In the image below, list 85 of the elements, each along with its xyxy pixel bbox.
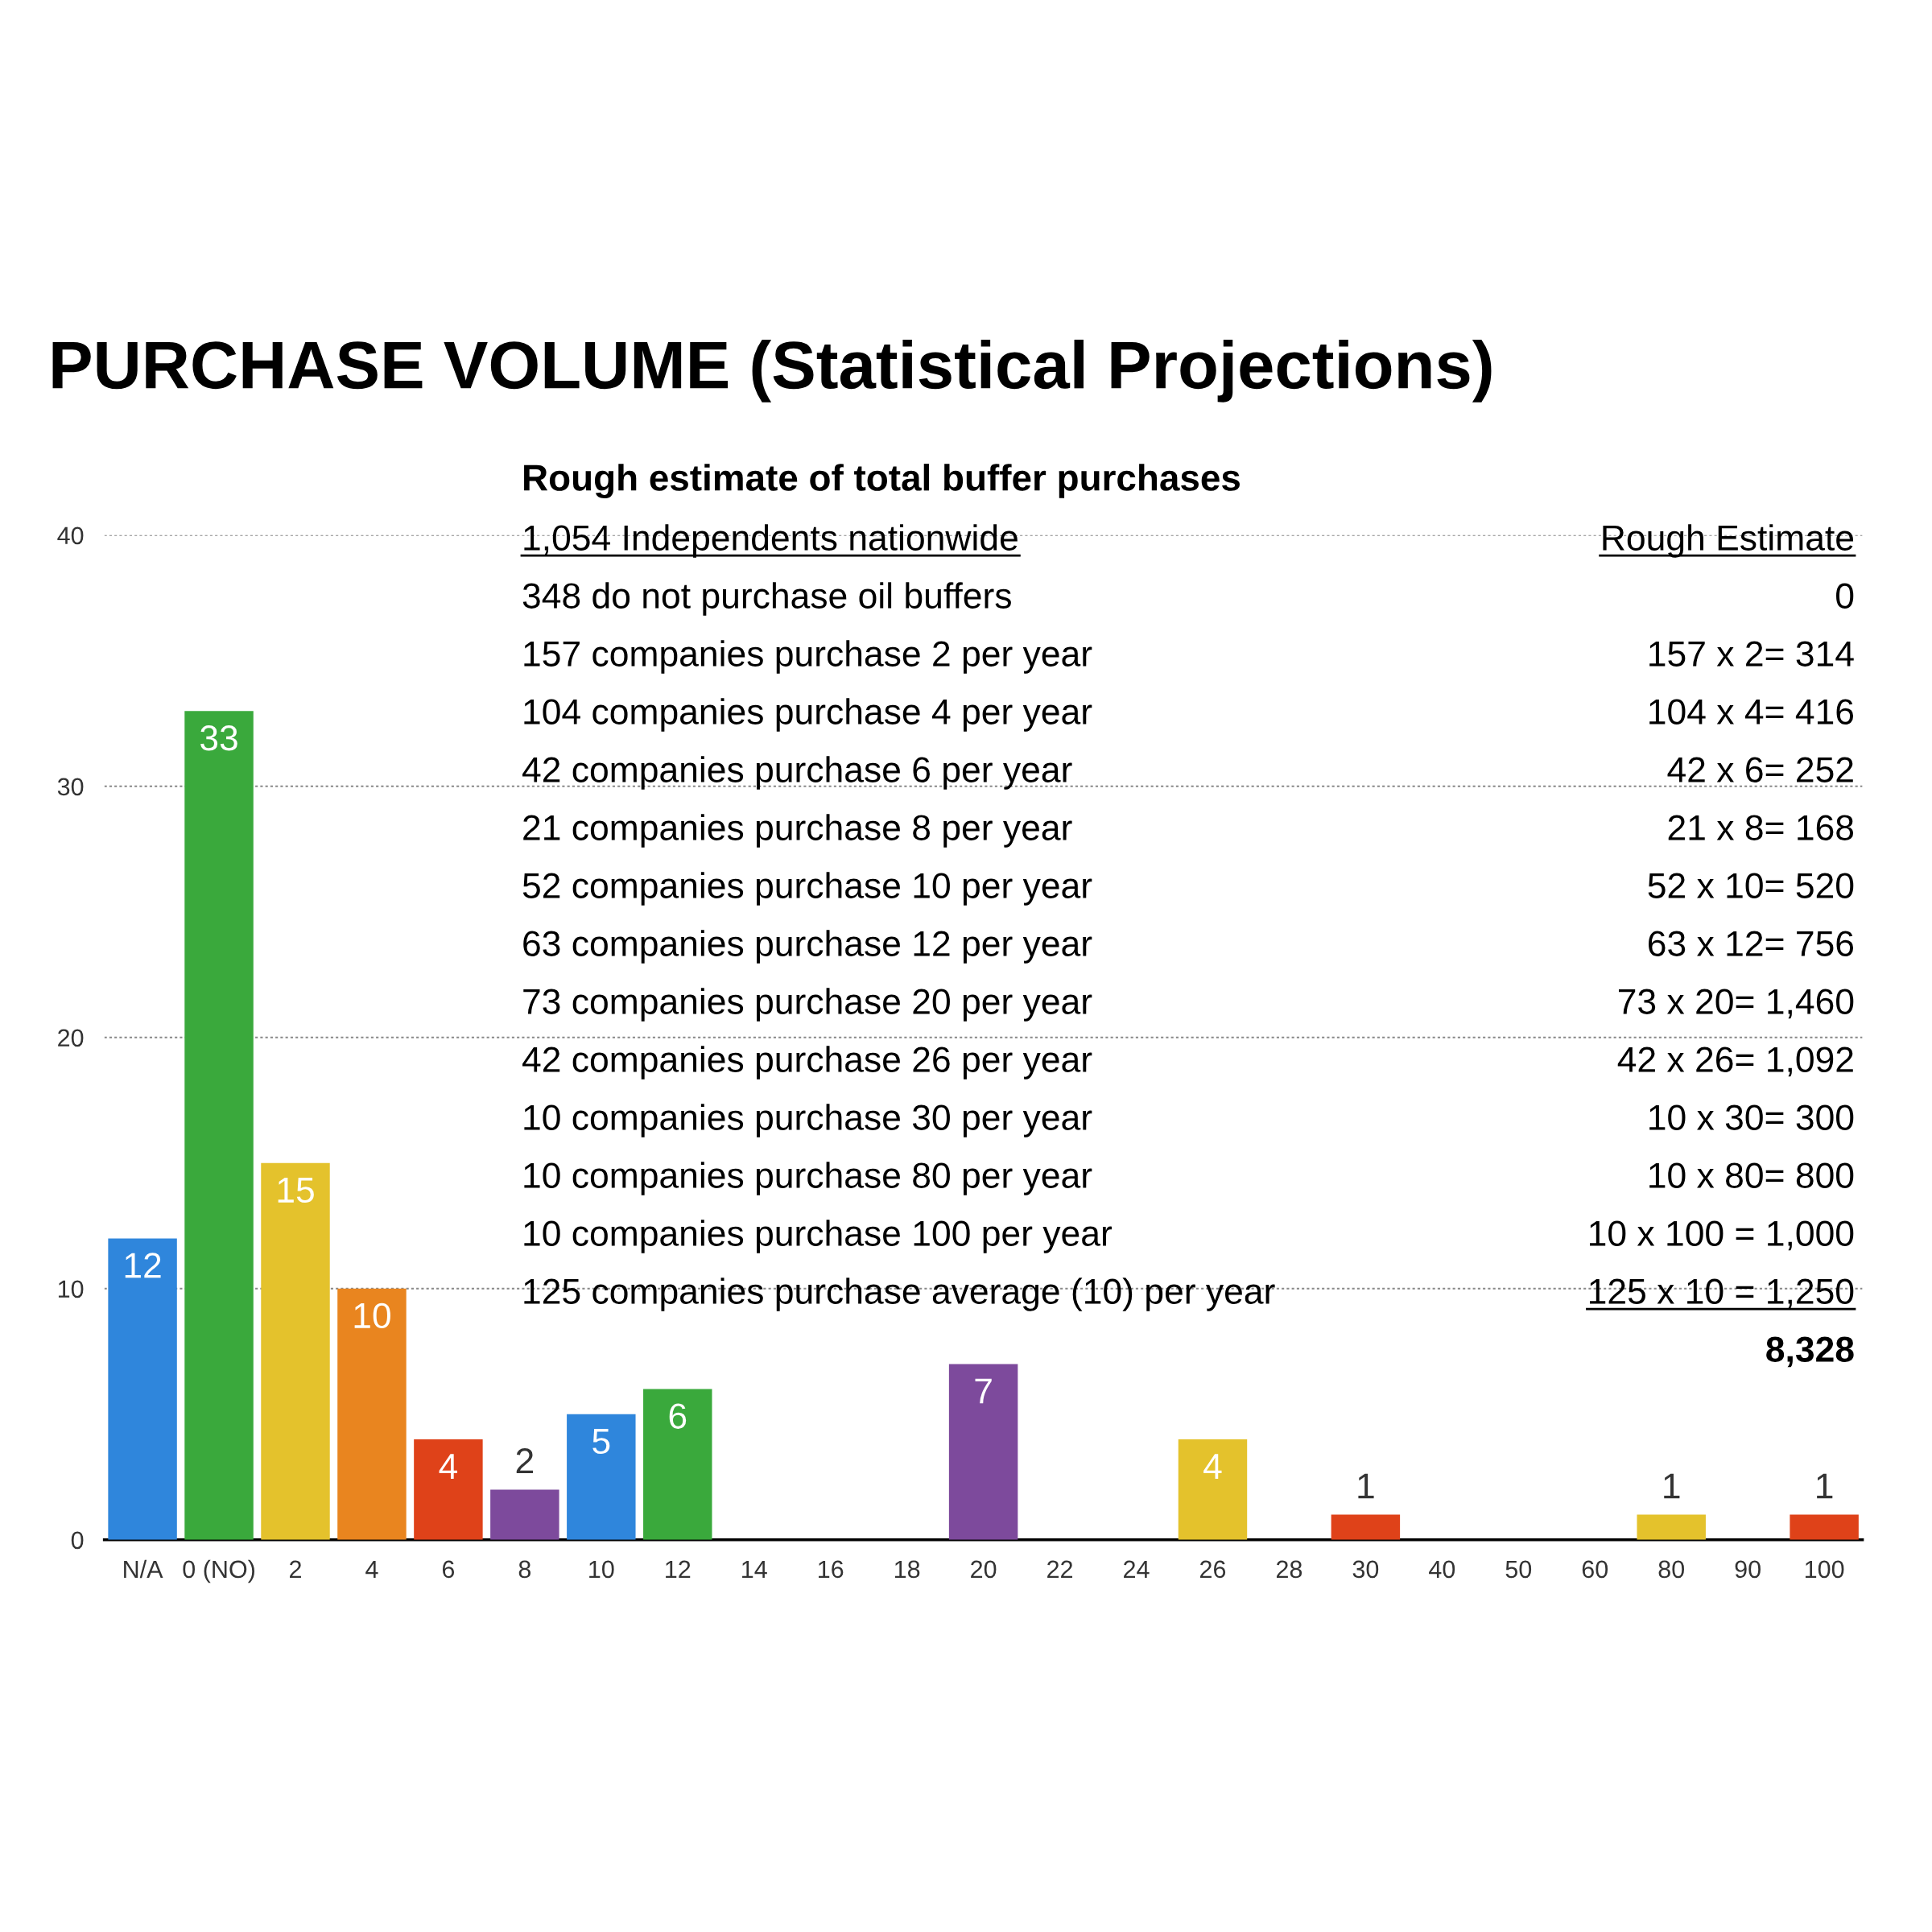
annotation: 63 companies purchase 12 per year <box>523 930 1092 964</box>
annotation: Rough Estimate <box>1603 524 1854 558</box>
x-tick-label: 50 <box>1505 1560 1532 1579</box>
bar <box>490 1489 559 1540</box>
bar <box>184 711 254 1540</box>
annotation: 10 x 80= 800 <box>1649 1162 1854 1188</box>
annotation: 42 companies purchase 6 per year <box>522 756 1072 790</box>
data-label: 1 <box>1358 1473 1374 1499</box>
annotation: 21 x 8= 168 <box>1668 815 1854 840</box>
x-tick-label: 80 <box>1658 1560 1685 1579</box>
annotation: 104 companies purchase 4 per year <box>524 698 1092 732</box>
chart-title: PURCHASE VOLUME (Statistical Projections) <box>52 339 1492 402</box>
annotation: 63 x 12= 756 <box>1649 931 1854 956</box>
bar <box>643 1389 712 1540</box>
annotation: 10 companies purchase 80 per year <box>524 1162 1092 1195</box>
data-label: 1 <box>1664 1473 1680 1499</box>
x-tick-label: 60 <box>1582 1560 1608 1579</box>
x-tick-label: 2 <box>290 1560 301 1578</box>
x-tick-label: 12 <box>666 1560 691 1578</box>
x-tick-label: 22 <box>1047 1560 1073 1578</box>
x-tick-label: 0 (NO) <box>183 1559 254 1583</box>
x-tick-label: 18 <box>894 1560 920 1579</box>
data-label: 33 <box>200 725 237 751</box>
bar <box>108 1238 177 1540</box>
annotation: 21 companies purchase 8 per year <box>523 814 1072 848</box>
x-tick-label: 14 <box>742 1560 767 1578</box>
annotation: 52 x 10= 520 <box>1648 873 1854 898</box>
x-tick-label: 4 <box>365 1560 378 1578</box>
annotation: 10 x 30= 300 <box>1649 1104 1854 1130</box>
x-tick-label: 100 <box>1805 1560 1844 1579</box>
annotation: 0 <box>1836 583 1854 609</box>
data-label: 10 <box>354 1302 390 1329</box>
y-tick-label: 30 <box>57 778 84 796</box>
bar <box>1637 1514 1706 1540</box>
bar <box>1331 1514 1401 1540</box>
bar <box>948 1364 1018 1540</box>
annotation: 73 companies purchase 20 per year <box>523 988 1092 1022</box>
x-tick-label: 26 <box>1200 1560 1226 1579</box>
data-label: 4 <box>1203 1454 1222 1479</box>
annotation: 42 companies purchase 26 per year <box>522 1046 1092 1080</box>
y-tick-label: 20 <box>58 1029 84 1047</box>
bar <box>414 1439 483 1540</box>
data-label: 6 <box>669 1403 687 1429</box>
x-tick-label: 6 <box>442 1560 455 1579</box>
annotation: 10 x 100 = 1,000 <box>1590 1220 1854 1251</box>
x-tick-label: 10 <box>589 1560 614 1579</box>
annotation: 73 x 20= 1,460 <box>1618 989 1854 1019</box>
bar <box>337 1288 407 1540</box>
annotation: 125 companies purchase average (10) per year <box>524 1278 1275 1311</box>
data-label: 4 <box>439 1454 457 1479</box>
data-label: 15 <box>278 1178 314 1203</box>
bar <box>567 1414 636 1540</box>
y-tick-label: 40 <box>57 526 84 545</box>
annotation: 348 do not purchase oil buffers <box>522 582 1011 616</box>
bar <box>1790 1514 1859 1540</box>
x-tick-label: N/A <box>124 1559 163 1579</box>
annotation: 42 x 26= 1,092 <box>1617 1046 1853 1077</box>
annotation: 157 x 2= 314 <box>1649 641 1854 667</box>
annotation: 157 companies purchase 2 per year <box>524 640 1092 674</box>
annotation: 10 companies purchase 30 per year <box>524 1104 1092 1137</box>
data-label: 12 <box>125 1253 161 1278</box>
x-tick-label: 90 <box>1735 1560 1761 1579</box>
annotation: 1,054 Independents nationwide <box>524 524 1018 558</box>
data-label: 5 <box>592 1429 610 1455</box>
x-tick-label: 24 <box>1124 1560 1150 1578</box>
data-label: 7 <box>975 1378 992 1404</box>
chart-subtitle: Rough estimate of total buffer purchases <box>524 464 1240 499</box>
x-tick-label: 30 <box>1352 1560 1379 1579</box>
data-label: 1 <box>1817 1473 1833 1499</box>
bar <box>261 1162 330 1540</box>
annotation: 125 x 10 = 1,250 <box>1590 1278 1854 1309</box>
y-tick-label: 10 <box>58 1280 84 1298</box>
x-tick-label: 20 <box>971 1560 997 1579</box>
data-label: 2 <box>516 1448 533 1474</box>
x-tick-label: 28 <box>1276 1560 1302 1579</box>
annotation: 42 x 6= 252 <box>1667 757 1853 782</box>
bar <box>1178 1439 1248 1540</box>
annotation: 104 x 4= 416 <box>1649 699 1854 724</box>
annotation: 52 companies purchase 10 per year <box>522 872 1092 906</box>
annotation: 10 companies purchase 100 per year <box>524 1220 1113 1253</box>
y-tick-label: 0 <box>71 1531 84 1550</box>
x-tick-label: 8 <box>518 1560 531 1579</box>
x-tick-label: 40 <box>1429 1560 1455 1579</box>
x-tick-label: 16 <box>819 1560 844 1579</box>
annotation: 8,328 <box>1766 1336 1854 1368</box>
